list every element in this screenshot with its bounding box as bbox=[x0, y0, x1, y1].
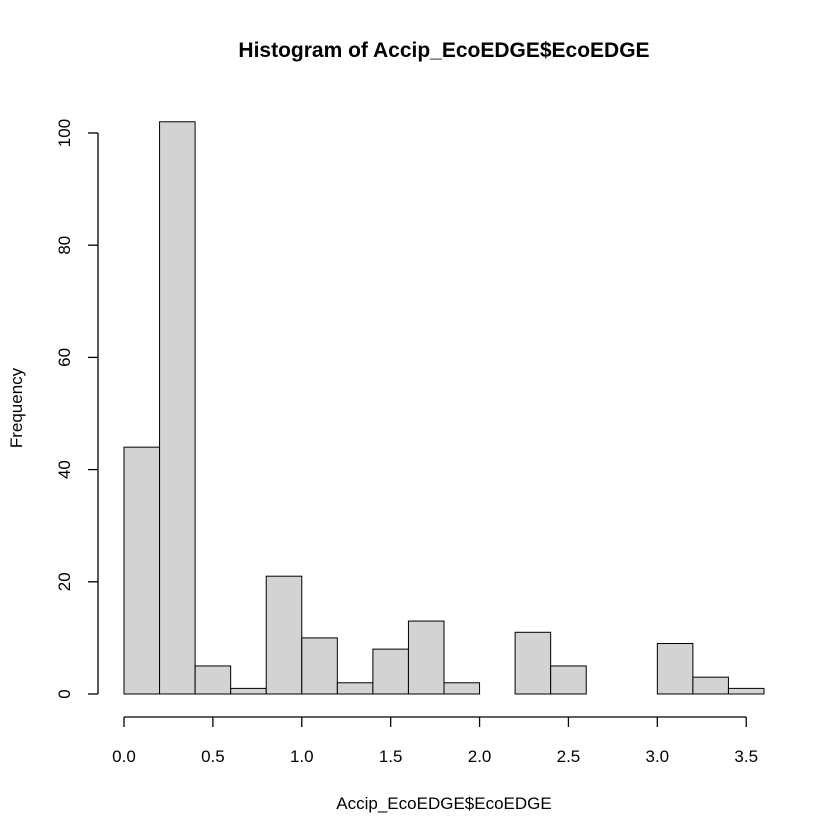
y-tick-label: 40 bbox=[55, 460, 74, 479]
histogram-bar bbox=[443, 682, 481, 695]
histogram-bar bbox=[230, 687, 267, 695]
x-tick-label: 3.0 bbox=[646, 747, 670, 766]
x-tick-label: 0.0 bbox=[112, 747, 136, 766]
x-tick-label: 3.5 bbox=[734, 747, 758, 766]
x-tick-label: 2.0 bbox=[468, 747, 492, 766]
y-tick-label: 20 bbox=[55, 572, 74, 591]
histogram-bar bbox=[159, 121, 196, 695]
x-tick-label: 1.5 bbox=[379, 747, 403, 766]
y-tick-label: 80 bbox=[55, 236, 74, 255]
histogram-bar bbox=[692, 676, 729, 695]
y-axis-label: Frequency bbox=[7, 367, 26, 448]
x-tick-label: 0.5 bbox=[201, 747, 225, 766]
y-axis: 0 20 40 60 80 100 bbox=[55, 119, 99, 699]
histogram-bar bbox=[407, 620, 445, 695]
histogram-bar bbox=[265, 575, 303, 695]
histogram-bar bbox=[727, 687, 765, 695]
x-tick-label: 2.5 bbox=[557, 747, 581, 766]
histogram-bar bbox=[194, 665, 232, 695]
histogram-bar bbox=[336, 682, 374, 695]
y-tick-label: 100 bbox=[55, 119, 74, 147]
histogram-bar bbox=[123, 446, 161, 695]
histogram-bar bbox=[550, 665, 587, 695]
histogram-bar bbox=[372, 648, 409, 695]
x-axis: 0.0 0.5 1.0 1.5 2.0 2.5 3.0 3.5 bbox=[112, 716, 758, 766]
y-tick-label: 0 bbox=[55, 689, 74, 698]
histogram-bar bbox=[656, 643, 694, 695]
y-tick-label: 60 bbox=[55, 348, 74, 367]
histogram-bar bbox=[301, 637, 338, 695]
x-tick-label: 1.0 bbox=[290, 747, 314, 766]
chart-title: Histogram of Accip_EcoEDGE$EcoEDGE bbox=[238, 39, 649, 62]
histogram-bar bbox=[514, 631, 552, 695]
bars-group bbox=[123, 121, 765, 695]
x-axis-label: Accip_EcoEDGE$EcoEDGE bbox=[336, 794, 551, 813]
